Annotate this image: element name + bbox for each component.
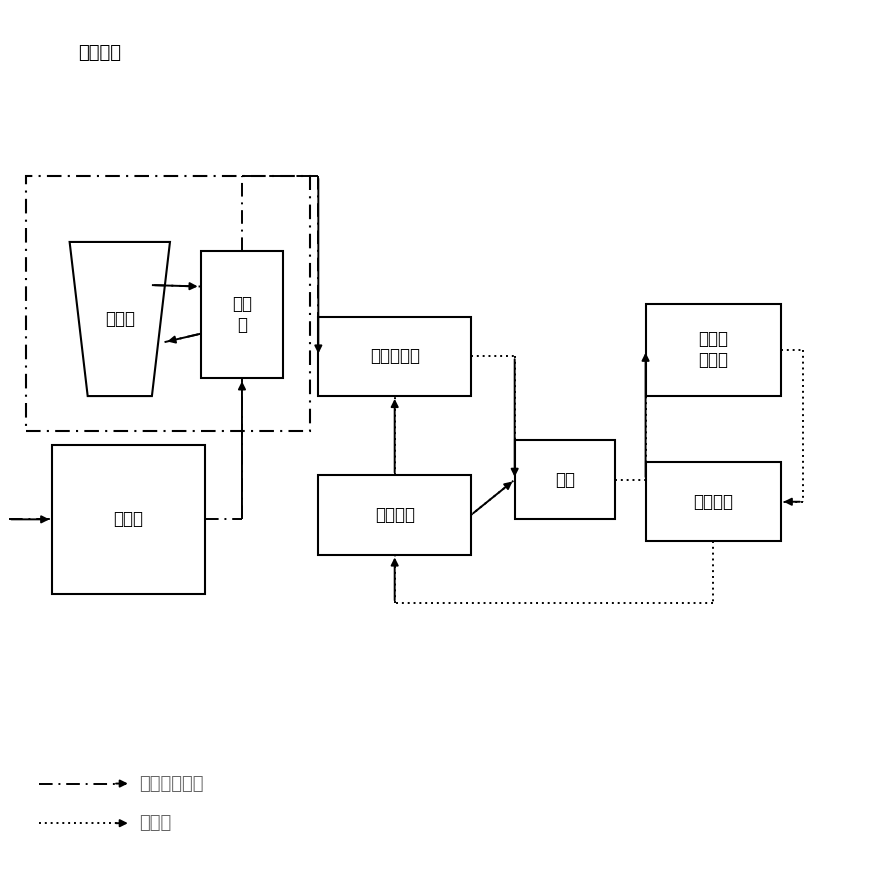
FancyBboxPatch shape [646, 303, 781, 396]
Text: 换热
器: 换热 器 [232, 295, 252, 334]
Text: 深冷盐水走向: 深冷盐水走向 [139, 774, 204, 793]
Text: 蒸发式
冷凝器: 蒸发式 冷凝器 [699, 331, 729, 369]
Text: 盐水箱: 盐水箱 [114, 510, 144, 528]
FancyBboxPatch shape [515, 440, 615, 519]
FancyBboxPatch shape [318, 316, 471, 396]
FancyBboxPatch shape [201, 251, 284, 379]
Text: 液氨储槽: 液氨储槽 [693, 493, 733, 511]
FancyBboxPatch shape [646, 462, 781, 541]
Text: 冰机: 冰机 [555, 471, 575, 489]
Text: 氨分配缸: 氨分配缸 [374, 506, 415, 524]
Text: 氨走向: 氨走向 [139, 814, 172, 832]
Text: 磺化釜: 磺化釜 [105, 310, 135, 328]
Text: 干式蒸发器: 干式蒸发器 [370, 348, 419, 365]
Text: 原工艺：: 原工艺： [78, 44, 122, 62]
Polygon shape [70, 242, 170, 396]
FancyBboxPatch shape [52, 444, 205, 594]
FancyBboxPatch shape [318, 476, 471, 555]
